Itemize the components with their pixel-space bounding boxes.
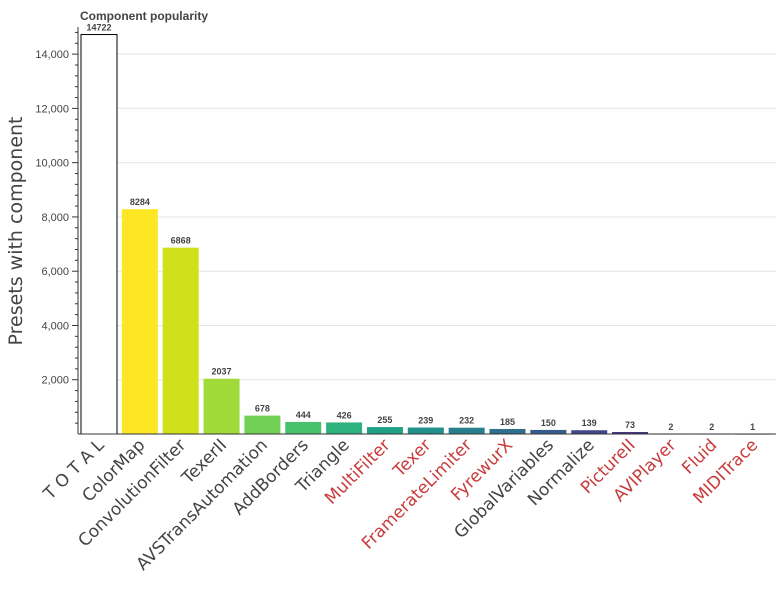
data-label: 426 xyxy=(337,410,352,420)
data-label: 2037 xyxy=(212,367,232,377)
data-label: 150 xyxy=(541,418,556,428)
y-tick-label: 8,000 xyxy=(41,212,69,224)
data-label: 239 xyxy=(418,416,433,426)
bar-convolutionfilter xyxy=(162,247,199,434)
bar-total xyxy=(80,34,118,435)
data-label: 73 xyxy=(625,420,635,430)
y-axis-label: Presets with component xyxy=(5,116,27,345)
data-label: 6868 xyxy=(171,236,191,246)
bar-avstransautomation xyxy=(244,415,281,434)
bars xyxy=(80,34,771,435)
bar-fyrewurx xyxy=(489,428,526,434)
bar-texerii xyxy=(203,378,240,434)
bar-triangle xyxy=(326,422,363,434)
y-tick-label: 2,000 xyxy=(41,375,69,387)
bar-colormap xyxy=(121,209,158,434)
x-axis-ticks: T O T A LColorMapConvolutionFilterTexerI… xyxy=(39,435,762,575)
y-tick-label: 6,000 xyxy=(41,266,69,278)
bar-texer xyxy=(407,427,444,434)
data-label: 2 xyxy=(709,422,714,432)
data-label: 185 xyxy=(500,417,515,427)
bar-normalize xyxy=(571,430,608,434)
bar-multifilter xyxy=(366,427,403,434)
data-labels: 14722 8284 6868 2037 678 444 426 255 239 232 185 15… xyxy=(86,23,755,432)
data-label: 232 xyxy=(459,416,474,426)
y-axis-ticks: 2,000 4,000 6,000 8,000 10,000 12,000 14,000 xyxy=(35,31,78,424)
chart-title: Component popularity xyxy=(80,9,208,23)
data-label: 678 xyxy=(255,404,270,414)
bar-addborders xyxy=(285,421,322,434)
y-tick-label: 14,000 xyxy=(35,49,69,61)
bar-frameratelimiter xyxy=(448,427,485,434)
data-label: 444 xyxy=(296,410,311,420)
data-label: 8284 xyxy=(130,197,150,207)
bar-globalvariables xyxy=(530,429,567,434)
y-tick-label: 4,000 xyxy=(41,320,69,332)
data-label: 2 xyxy=(668,422,673,432)
data-label: 255 xyxy=(377,415,392,425)
y-tick-label: 12,000 xyxy=(35,103,69,115)
y-tick-label: 10,000 xyxy=(35,158,69,170)
data-label: 139 xyxy=(582,418,597,428)
data-label: 1 xyxy=(750,422,755,432)
data-label: 14722 xyxy=(86,23,111,33)
bar-pictureii xyxy=(612,432,649,434)
